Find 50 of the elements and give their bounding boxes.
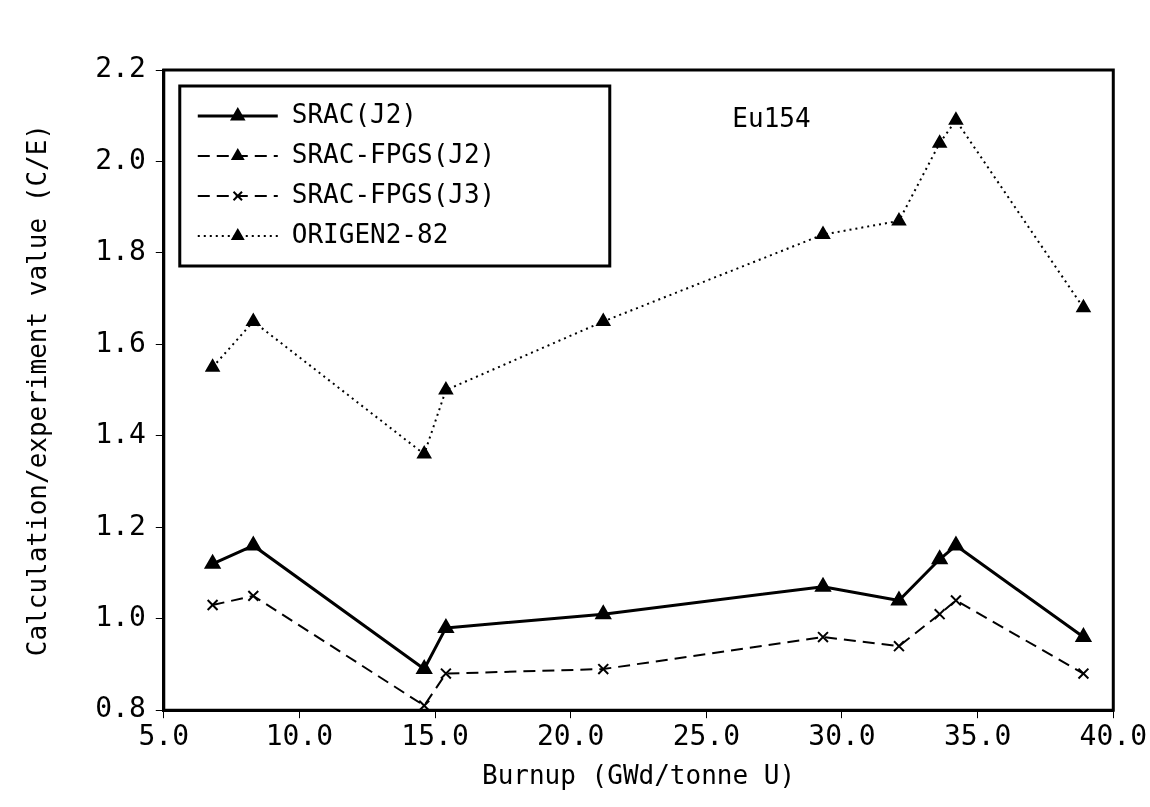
x-axis-title: Burnup (GWd/tonne U) xyxy=(481,760,796,791)
point xyxy=(438,382,453,395)
point xyxy=(949,594,962,607)
x-tick-label: 15.0 xyxy=(401,719,469,753)
annotation: Eu154 xyxy=(732,102,811,133)
x-tick-label: 25.0 xyxy=(672,719,741,753)
point xyxy=(597,663,610,675)
y-tick-label: 1.6 xyxy=(95,325,146,359)
point xyxy=(596,313,611,327)
point xyxy=(948,112,963,125)
point xyxy=(815,226,831,240)
legend-label: SRAC-FPGS(J3) xyxy=(291,178,496,209)
y-tick-label: 2.2 xyxy=(95,51,146,85)
y-tick-label: 1.2 xyxy=(95,508,146,542)
point xyxy=(932,550,948,565)
point xyxy=(1075,628,1092,643)
y-axis-title: Calculation/experiment value (C/E) xyxy=(22,123,53,657)
point xyxy=(891,212,907,226)
y-tick-label: 1.0 xyxy=(95,600,146,634)
point xyxy=(595,605,611,620)
point xyxy=(815,578,831,592)
point xyxy=(893,640,905,653)
point xyxy=(932,135,947,148)
point xyxy=(245,537,261,551)
point xyxy=(933,608,946,621)
legend-label: SRAC-FPGS(J2) xyxy=(291,138,496,169)
y-tick-label: 1.8 xyxy=(95,234,146,268)
point xyxy=(246,313,261,327)
x-tick-label: 20.0 xyxy=(536,719,605,753)
point xyxy=(416,660,432,675)
point xyxy=(438,619,454,633)
point xyxy=(1076,299,1091,313)
y-tick-label: 1.4 xyxy=(95,417,146,451)
y-tick-label: 2.0 xyxy=(95,142,146,176)
point xyxy=(439,667,452,680)
point xyxy=(417,446,432,459)
legend-label: SRAC(J2) xyxy=(291,98,418,129)
point xyxy=(948,537,964,551)
x-tick-label: 40.0 xyxy=(1079,719,1147,753)
legend-label: ORIGEN2-82 xyxy=(291,218,449,249)
x-tick-label: 30.0 xyxy=(808,719,876,753)
point xyxy=(817,631,829,643)
point xyxy=(206,599,219,611)
point xyxy=(247,589,260,602)
point xyxy=(205,555,221,569)
x-tick-label: 10.0 xyxy=(265,719,334,753)
x-tick-label: 35.0 xyxy=(943,719,1012,753)
point xyxy=(205,359,220,372)
point xyxy=(1077,667,1090,680)
point xyxy=(891,591,907,606)
